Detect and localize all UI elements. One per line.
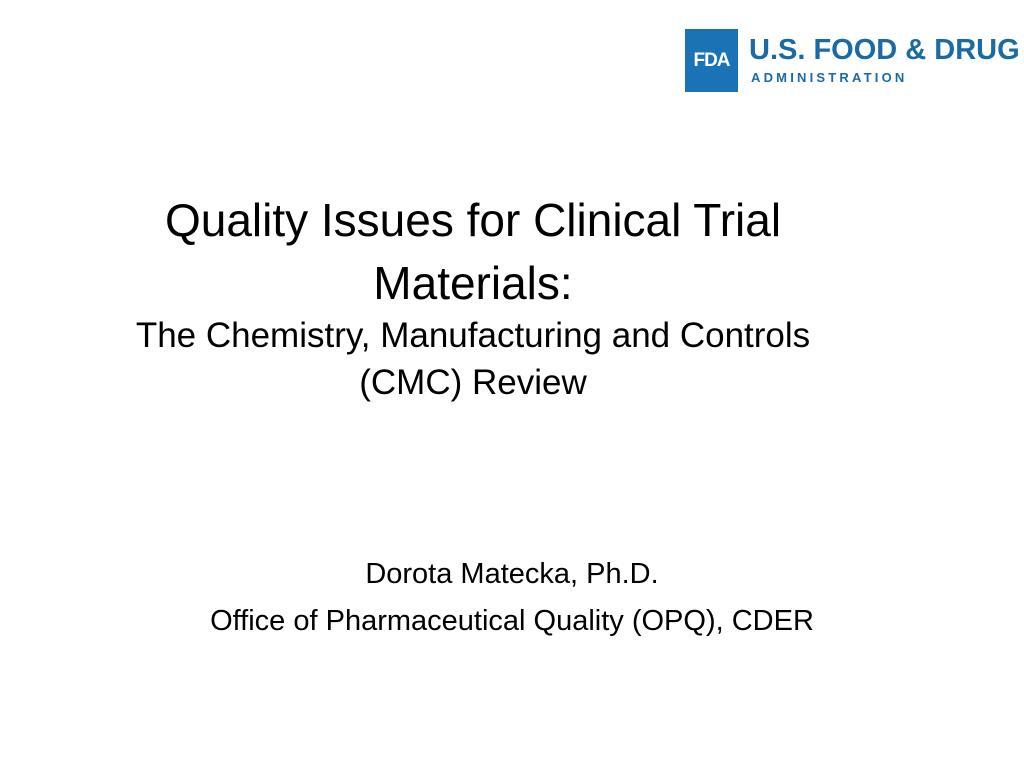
author-affiliation: Office of Pharmaceutical Quality (OPQ), … xyxy=(210,605,814,637)
slide-title-line2: Materials: xyxy=(373,257,573,309)
slide-subtitle-line1: The Chemistry, Manufacturing and Control… xyxy=(135,316,811,355)
slide-subtitle-line2: (CMC) Review xyxy=(359,363,587,402)
slide-title-line1: Quality Issues for Clinical Trial xyxy=(164,194,782,246)
fda-logo-name: U.S. FOOD & DRUG xyxy=(749,34,1020,66)
author-name: Dorota Matecka, Ph.D. xyxy=(365,558,659,590)
fda-logo-mark: FDA xyxy=(685,29,738,92)
fda-logo-subtitle: ADMINISTRATION xyxy=(751,70,908,85)
